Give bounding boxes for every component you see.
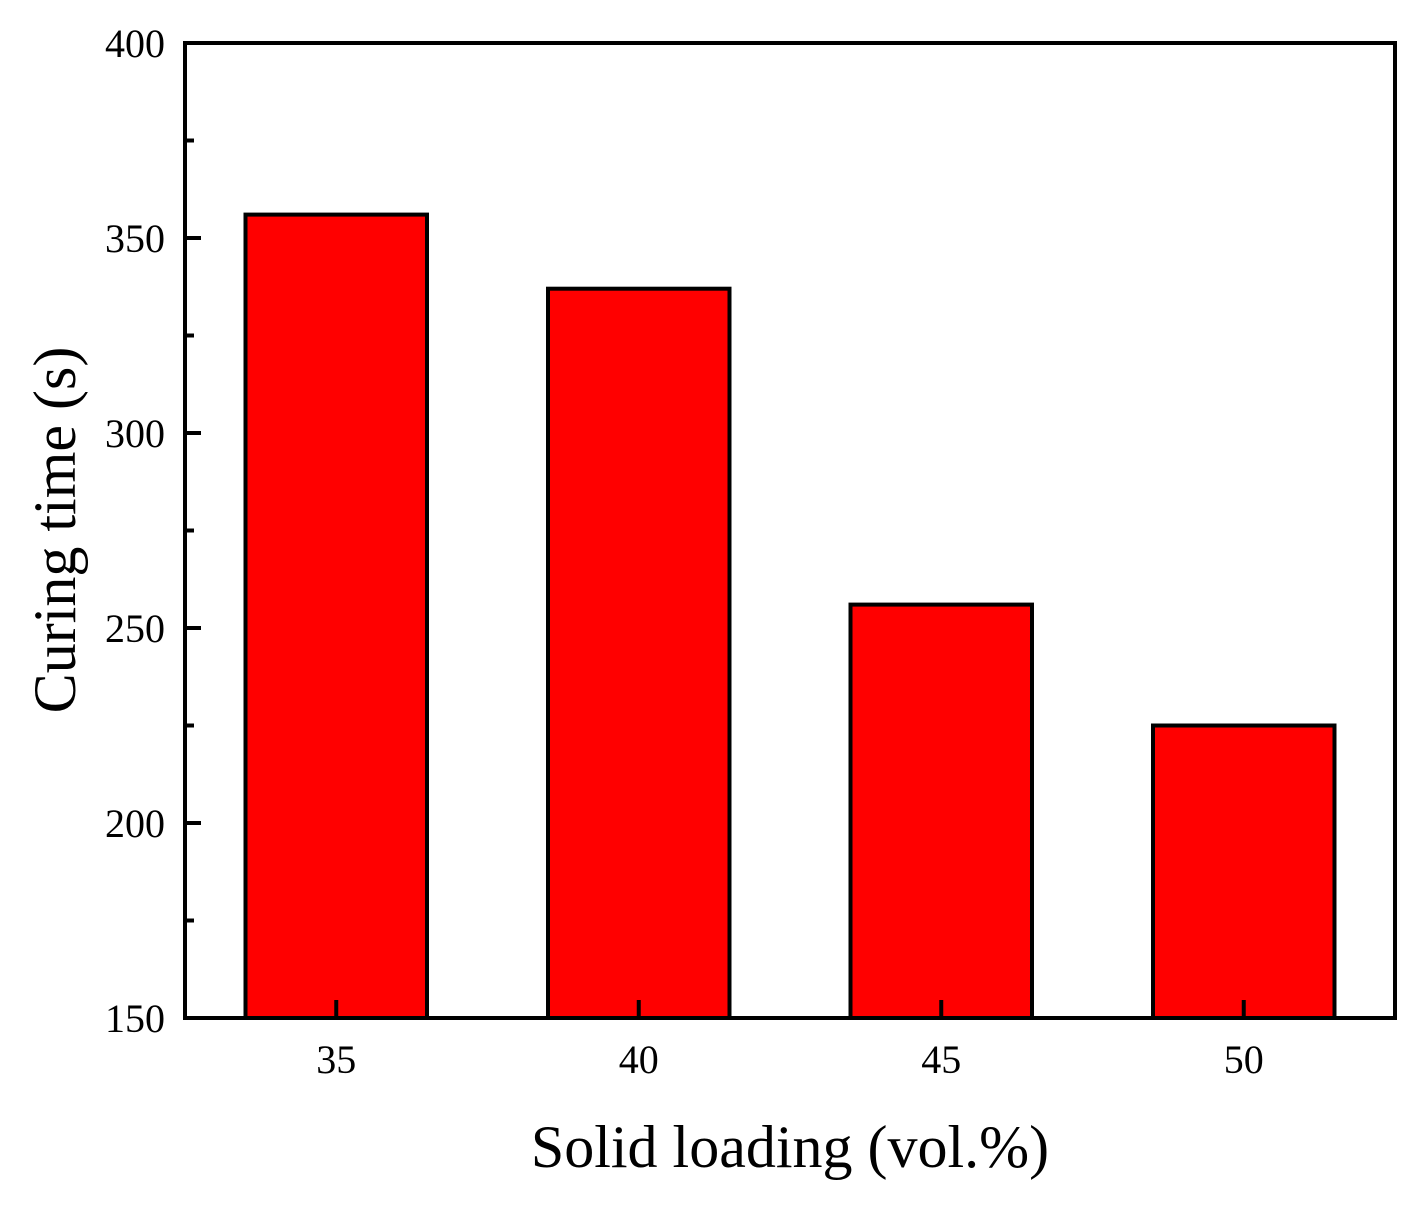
x-axis-ticks: 35 40 45 50: [316, 1000, 1264, 1082]
x-tick-label-40: 40: [619, 1037, 659, 1082]
x-axis-title: Solid loading (vol.%): [531, 1114, 1049, 1180]
y-tick-label-400: 400: [105, 21, 165, 66]
y-tick-label-350: 350: [105, 216, 165, 261]
y-tick-label-300: 300: [105, 411, 165, 456]
y-axis-title: Curing time (s): [22, 347, 88, 714]
bar-40: [546, 286, 732, 1020]
y-tick-label-250: 250: [105, 606, 165, 651]
y-tick-label-200: 200: [105, 801, 165, 846]
x-tick-label-50: 50: [1224, 1037, 1264, 1082]
y-tick-label-150: 150: [105, 996, 165, 1041]
bars-layer: [243, 212, 1337, 1021]
y-axis-ticks: 150 200 250 300 350 400: [105, 21, 201, 1041]
bar-50: [1151, 723, 1337, 1020]
bar-35: [243, 212, 429, 1021]
x-tick-label-35: 35: [316, 1037, 356, 1082]
bar-45: [848, 602, 1034, 1020]
x-tick-label-45: 45: [921, 1037, 961, 1082]
